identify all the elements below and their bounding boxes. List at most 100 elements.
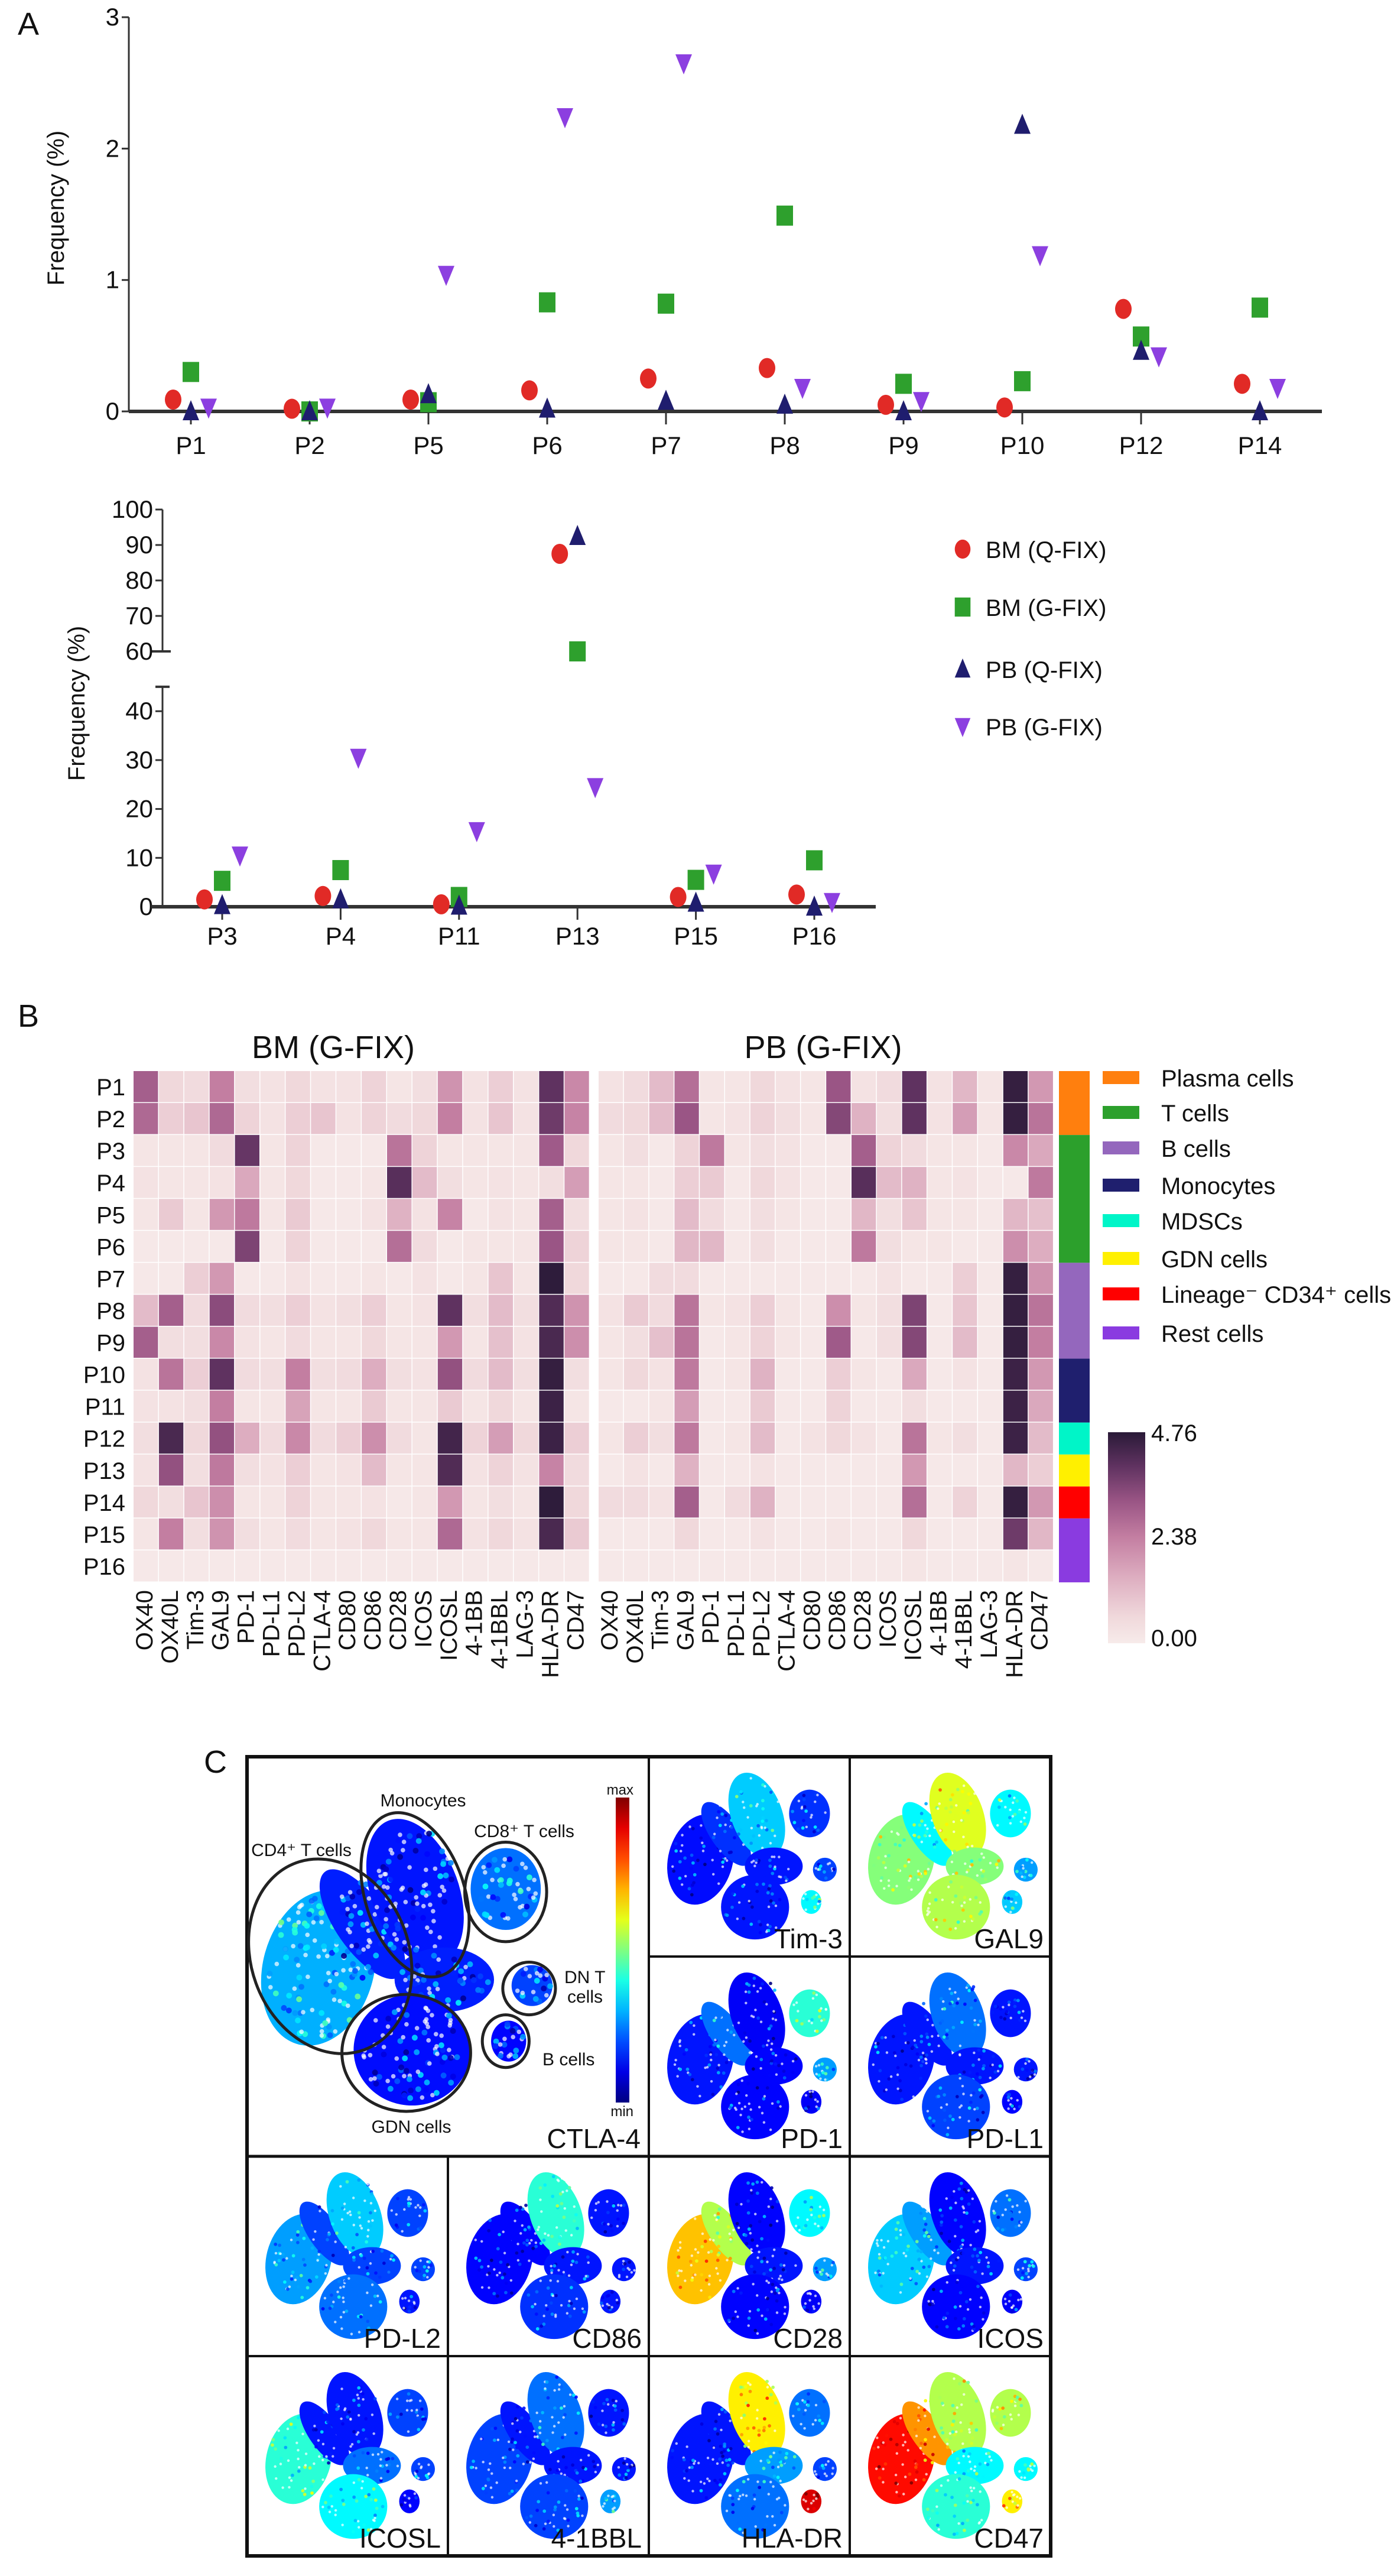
tsne-point [952,2269,956,2272]
tsne-point [490,1877,495,1883]
heatmap-cell [488,1326,513,1358]
tsne-point [515,2479,518,2483]
tsne-point [326,2024,332,2030]
tsne-point [878,2069,882,2072]
tsne-point [528,2521,532,2524]
tsne-point [567,2186,571,2189]
marker-circle [670,887,687,907]
heatmap-cell [336,1071,361,1102]
tsne-point [973,2469,976,2472]
tsne-point [1007,2000,1011,2004]
tsne-point [1013,2502,1017,2505]
heatmap-cell [775,1422,800,1454]
heatmap-cell [260,1358,285,1390]
tsne-point [285,2287,290,2291]
tsne-point [538,2426,542,2429]
tsne-point [708,2295,712,2299]
tsne-point [372,2069,378,2076]
heatmap-cell [463,1390,488,1422]
heatmap-cell [260,1486,285,1518]
heatmap-cell [488,1358,513,1390]
tsne-point [622,2260,625,2263]
tsne-point [506,1916,511,1921]
tsne-point [905,2248,909,2252]
tsne-point [925,2210,929,2213]
tsne-point [913,2459,917,2463]
tsne-point [807,2392,810,2396]
tsne-point [498,1881,504,1888]
tsne-point [339,2185,342,2188]
row-label: P5 [96,1202,125,1228]
tsne-point [962,1784,966,1787]
heatmap-cell [564,1295,589,1326]
heatmap-cell [336,1550,361,1582]
heatmap-cell [184,1454,209,1486]
tsne-point [895,1884,898,1888]
tsne-plot [466,2371,636,2539]
column-label: CD28 [850,1590,876,1650]
tsne-point [906,2244,910,2249]
tsne-point [534,2523,538,2528]
tsne-point [930,2050,934,2053]
heatmap-cell [1028,1550,1053,1582]
legend-swatch [1103,1071,1139,1084]
heatmap-cell [876,1518,902,1550]
tsne-point [804,2409,807,2412]
tsne-point [767,2281,771,2284]
colorbar-label: 0.00 [1151,1626,1197,1652]
tsne-point [711,1873,715,1876]
tsne-point [973,2108,976,2111]
tsne-point [375,2469,379,2473]
tsne-point [606,2302,609,2306]
tsne-point [894,2251,898,2254]
heatmap-cell [599,1518,623,1550]
tsne-point [539,2279,542,2282]
tsne-point [962,2454,965,2458]
tsne-point [967,1792,971,1796]
column-label: Tim-3 [648,1590,674,1650]
y-tick-label: 0 [139,893,153,920]
tsne-point [334,2509,337,2512]
tsne-point [356,1889,362,1895]
tsne-point [675,2442,678,2445]
tsne-point [424,1851,430,1857]
tsne-point [310,2007,315,2013]
tsne-point [816,1828,820,1832]
tsne-point [935,2505,938,2508]
tsne-point [306,1911,313,1918]
tsne-point [976,2503,979,2507]
tsne-point [737,1832,740,1836]
tsne-point [417,2428,421,2432]
heatmap-cell [158,1135,184,1166]
tsne-point [724,1813,728,1818]
tsne-point [321,2458,324,2462]
tsne-point [506,1856,513,1863]
tsne-point [920,2260,923,2263]
tsne-point [691,2458,695,2463]
tsne-marker-label: PD-L2 [364,2323,441,2354]
tsne-point [341,1952,347,1959]
tsne-point [697,2251,700,2254]
heatmap-cell [649,1518,674,1550]
tsne-point [962,1835,965,1838]
tsne-point [355,2433,359,2436]
tsne-point [772,2266,776,2270]
tsne-point [976,1792,979,1796]
tsne-point [415,2269,419,2273]
tsne-point [295,1963,301,1968]
tsne-point [707,2251,710,2254]
tsne-point [412,2301,415,2304]
tsne-point [678,2067,683,2071]
tsne-cluster [600,2489,621,2513]
heatmap-title: BM (G-FIX) [252,1030,415,1065]
tsne-point [898,2079,902,2083]
tsne-point [769,2455,772,2459]
tsne-point [516,2029,522,2035]
tsne-point [558,2383,561,2386]
tsne-point [474,2256,478,2260]
tsne-point [443,1872,449,1879]
tsne-point [379,2477,383,2480]
heatmap-cell [674,1358,699,1390]
tsne-point [944,2493,947,2497]
tsne-point [548,2467,552,2471]
